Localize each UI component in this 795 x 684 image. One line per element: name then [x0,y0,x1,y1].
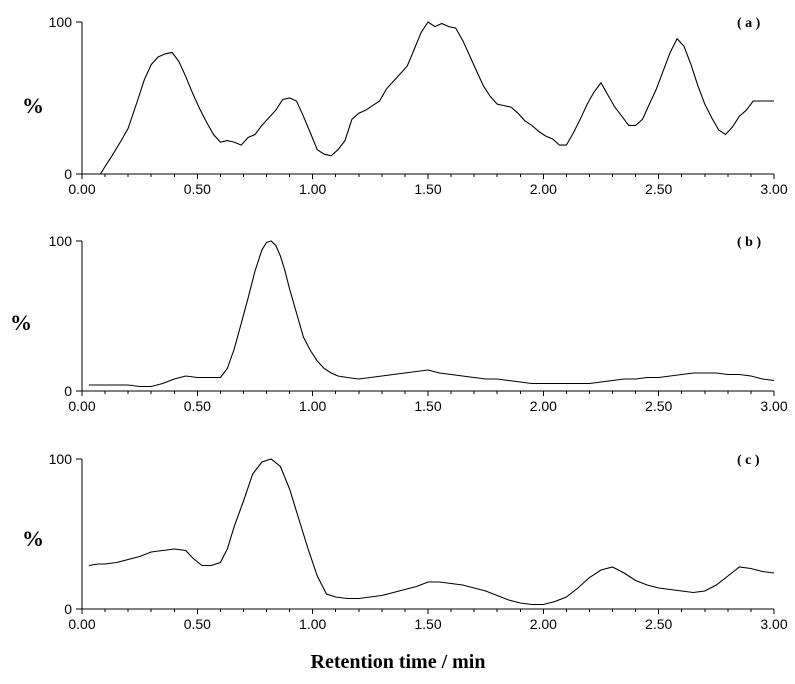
panel-c-ytick-label-100: 100 [49,451,73,467]
panel-a-xtick-label-2: 1.00 [299,181,326,197]
x-axis-title: Retention time / min [311,651,486,673]
panel-c-xtick-label-5: 2.50 [645,616,672,632]
panel-b-ytick-label-100: 100 [49,233,73,249]
panel-b-trace [88,240,775,388]
panel-b-xtick-label-1: 0.50 [184,398,211,414]
panel-b: 100 0 % ( b ) 0.00 0.50 1.00 1.50 2.00 2.50 3.… [10,233,788,414]
panel-b-ytick-label-0: 0 [64,383,72,399]
panel-a-xtick-label-0: 0.00 [68,181,95,197]
panel-c: 100 0 % ( c ) 0.00 0.50 1.00 1.50 2.00 2.50 3.… [22,451,788,632]
panel-c-xtick-label-2: 1.00 [299,616,326,632]
panel-b-xtick-label-0: 0.00 [68,398,95,414]
panel-b-xtick-label-3: 1.50 [414,398,441,414]
panel-c-xtick-label-3: 1.50 [414,616,441,632]
panel-c-xtick-label-1: 0.50 [184,616,211,632]
panel-b-xticks: 0.00 0.50 1.00 1.50 2.00 2.50 3.00 [68,391,788,414]
panel-c-ylabel: % [22,526,44,551]
panel-b-xtick-label-2: 1.00 [299,398,326,414]
panel-a-ytick-label-100: 100 [49,14,73,30]
panel-b-xtick-label-6: 3.00 [760,398,787,414]
panel-b-xtick-label-4: 2.00 [530,398,557,414]
panel-a-xtick-label-3: 1.50 [414,181,441,197]
panel-a-trace [82,21,774,175]
panel-c-label: ( c ) [737,453,760,468]
panel-a-label: ( a ) [737,16,761,31]
panel-c-xtick-label-4: 2.00 [530,616,557,632]
panel-a-xticks: 0.00 0.50 1.00 1.50 2.00 2.50 3.00 [68,174,788,197]
panel-a: 100 0 % ( a ) 0.00 0.50 1.00 1.50 2.00 2.50 3.… [22,14,788,197]
panel-c-trace [88,458,775,606]
panel-c-xticks: 0.00 0.50 1.00 1.50 2.00 2.50 3.00 [68,609,788,632]
panel-a-ylabel: % [22,93,44,118]
panel-b-xtick-label-5: 2.50 [645,398,672,414]
panel-a-xtick-label-1: 0.50 [184,181,211,197]
panel-a-xtick-label-6: 3.00 [760,181,787,197]
panel-a-ytick-label-0: 0 [64,166,72,182]
panel-b-label: ( b ) [737,235,761,250]
panel-c-xtick-label-0: 0.00 [68,616,95,632]
panel-c-ytick-label-0: 0 [64,601,72,617]
panel-a-xtick-label-5: 2.50 [645,181,672,197]
panel-a-xtick-label-4: 2.00 [530,181,557,197]
panel-c-xtick-label-6: 3.00 [760,616,787,632]
panel-b-ylabel: % [10,310,32,335]
